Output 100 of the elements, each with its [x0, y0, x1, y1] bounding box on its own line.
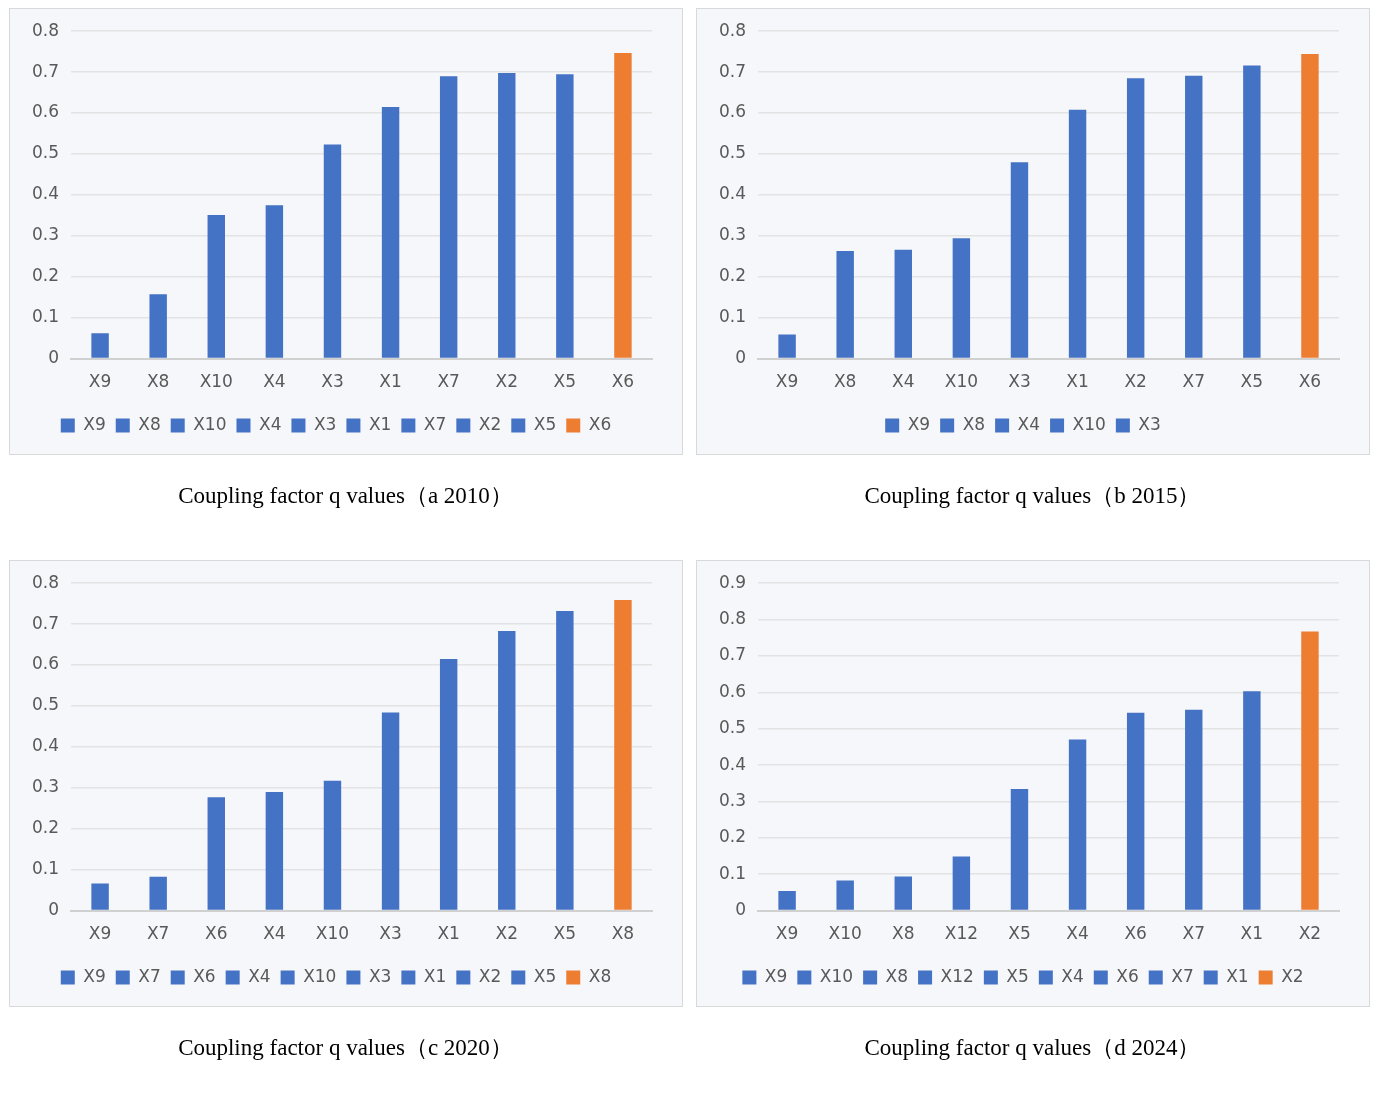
y-tick-label: 0.5 [31, 142, 59, 163]
x-tick-label: X10 [944, 371, 978, 392]
legend-label: X10 [819, 965, 853, 986]
y-tick-label: 0.8 [31, 571, 59, 592]
y-tick-label: 0.2 [31, 265, 59, 286]
y-tick-label: 0.5 [31, 694, 59, 715]
x-tick-label: X10 [315, 923, 349, 944]
legend-label: X1 [368, 413, 391, 434]
legend-label: X7 [1170, 965, 1194, 986]
x-tick-label: X2 [1123, 371, 1147, 392]
x-tick-label: X8 [833, 371, 856, 392]
legend-label: X9 [82, 965, 106, 986]
legend-label: X3 [1137, 413, 1161, 434]
legend-label: X4 [1060, 965, 1084, 986]
y-tick-label: 0.5 [718, 142, 746, 163]
x-tick-label: X10 [199, 371, 233, 392]
x-tick-label: X5 [1240, 371, 1263, 392]
y-tick-label: 0.1 [718, 306, 746, 327]
legend-label: X3 [368, 965, 391, 986]
x-tick-label: X6 [1298, 371, 1321, 392]
legend-label: X1 [1225, 965, 1249, 986]
x-tick-label: X7 [1182, 371, 1205, 392]
y-tick-label: 0.2 [718, 826, 746, 847]
legend-label: X7 [423, 413, 446, 434]
legend-label: X2 [478, 965, 501, 986]
x-tick-label: X9 [775, 371, 798, 392]
legend-label: X7 [137, 965, 161, 986]
x-tick-label: X6 [204, 923, 228, 944]
y-tick-label: 0.3 [718, 789, 746, 810]
y-tick-label: 0.3 [31, 776, 59, 797]
legend-label: X12 [940, 965, 974, 986]
x-tick-label: X8 [611, 923, 634, 944]
y-tick-label: 0.1 [31, 306, 59, 327]
x-tick-label: X9 [88, 923, 111, 944]
x-tick-label: X4 [262, 923, 286, 944]
y-tick-label: 0.9 [718, 571, 746, 592]
x-tick-label: X2 [495, 923, 518, 944]
x-tick-label: X2 [495, 371, 518, 392]
y-tick-label: 0.4 [31, 735, 59, 756]
y-tick-label: 0.3 [31, 224, 59, 245]
y-tick-label: 0.4 [718, 753, 746, 774]
legend-label: X9 [764, 965, 787, 986]
legend-label: X10 [302, 965, 336, 986]
legend-label: X10 [1072, 413, 1106, 434]
legend-label: X4 [258, 413, 281, 434]
y-tick-label: 0 [734, 347, 746, 368]
legend-label: X4 [1017, 413, 1040, 434]
legend-label: X6 [588, 413, 611, 434]
y-tick-label: 0.7 [31, 60, 59, 81]
x-tick-label: X4 [262, 371, 286, 392]
legend-label: X5 [1005, 965, 1029, 986]
y-tick-label: 0.8 [31, 19, 59, 40]
text: Coupling factor q values（c 2020） [178, 1034, 513, 1062]
legend-label: X6 [1115, 965, 1139, 986]
y-tick-label: 0.2 [718, 265, 746, 286]
x-tick-label: X7 [436, 371, 460, 392]
y-tick-label: 0.2 [31, 817, 59, 838]
legend-label: X8 [588, 965, 611, 986]
legend-label: X1 [423, 965, 446, 986]
x-tick-label: X10 [828, 923, 862, 944]
y-tick-label: 0 [47, 347, 59, 368]
y-tick-label: 0.6 [718, 101, 746, 122]
text: Coupling factor q values（b 2015） [864, 482, 1201, 510]
y-tick-label: 0.7 [718, 60, 746, 81]
y-tick-label: 0.7 [718, 644, 746, 665]
y-tick-label: 0.5 [718, 717, 746, 738]
x-tick-label: X12 [944, 923, 978, 944]
x-tick-label: X3 [1007, 371, 1031, 392]
x-tick-label: X6 [611, 371, 634, 392]
x-tick-label: X1 [378, 371, 402, 392]
x-tick-label: X8 [891, 923, 915, 944]
x-tick-label: X9 [88, 371, 111, 392]
x-tick-label: X2 [1298, 923, 1321, 944]
x-tick-label: X1 [1240, 923, 1263, 944]
y-tick-label: 0.3 [718, 224, 746, 245]
x-tick-label: X5 [553, 371, 576, 392]
x-tick-label: X3 [378, 923, 402, 944]
y-tick-label: 0.4 [718, 183, 746, 204]
y-tick-label: 0.1 [31, 858, 59, 879]
legend-label: X3 [313, 413, 336, 434]
x-tick-label: X1 [436, 923, 460, 944]
x-tick-label: X5 [553, 923, 576, 944]
y-tick-label: 0.6 [31, 101, 59, 122]
y-tick-label: 0.1 [718, 862, 746, 883]
x-tick-label: X8 [146, 371, 169, 392]
y-tick-label: 0.6 [718, 680, 746, 701]
y-tick-label: 0.8 [718, 608, 746, 628]
text: Coupling factor q values（a 2010） [178, 482, 513, 510]
legend-label: X9 [907, 413, 930, 434]
legend-label: X9 [82, 413, 106, 434]
text: Coupling factor q values（d 2024） [864, 1034, 1201, 1062]
legend-label: X6 [192, 965, 216, 986]
legend-label: X2 [1280, 965, 1304, 986]
x-tick-label: X9 [775, 923, 798, 944]
x-tick-label: X1 [1065, 371, 1089, 392]
legend-label: X10 [192, 413, 226, 434]
y-tick-label: 0.4 [31, 183, 59, 204]
legend-label: X4 [247, 965, 271, 986]
x-tick-label: X4 [891, 371, 915, 392]
legend-label: X8 [962, 413, 985, 434]
